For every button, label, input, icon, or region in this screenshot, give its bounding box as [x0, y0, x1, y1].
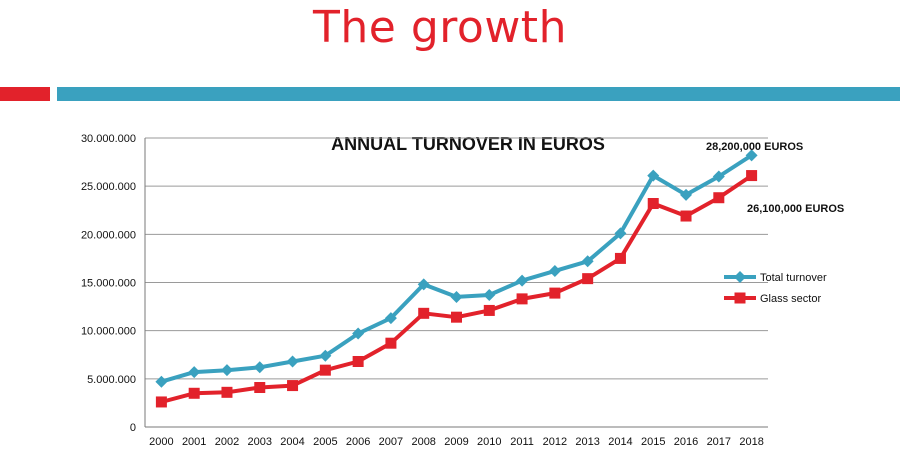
x-tick-label: 2015	[641, 436, 665, 448]
data-point	[647, 169, 660, 182]
x-tick-label: 2010	[477, 436, 501, 448]
data-point	[385, 337, 397, 349]
legend-label: Total turnover	[760, 272, 827, 284]
y-tick-label: 5.000.000	[87, 374, 136, 386]
data-point	[253, 361, 266, 374]
data-point	[548, 264, 561, 277]
y-tick-label: 0	[130, 422, 136, 434]
data-point	[254, 382, 266, 394]
series-markers	[155, 149, 758, 408]
slide-title: The growth	[313, 2, 567, 53]
header-accent-bar-blue	[57, 87, 900, 101]
data-point	[516, 274, 529, 287]
x-tick-label: 2018	[739, 436, 763, 448]
data-point	[582, 273, 594, 285]
data-point	[188, 387, 200, 399]
legend-marker	[734, 292, 746, 304]
data-point	[417, 278, 430, 291]
data-point	[451, 311, 462, 323]
data-point	[745, 149, 758, 162]
legend-marker	[734, 271, 746, 283]
data-point	[614, 227, 627, 240]
data-point	[155, 396, 167, 408]
data-point	[319, 364, 331, 376]
y-axis: 0 5.000.000 10.000.000 15.000.000 20.000.000…	[81, 133, 146, 434]
data-point	[352, 327, 365, 340]
x-tick-label: 2012	[543, 436, 567, 448]
data-point	[287, 380, 299, 392]
data-point	[516, 293, 528, 305]
data-point	[680, 210, 692, 222]
x-tick-label: 2004	[280, 436, 304, 448]
data-point	[319, 349, 332, 362]
data-point	[549, 287, 561, 299]
annotations: 28,200,000 EUROS 26,100,000 EUROS	[706, 141, 844, 215]
y-tick-label: 20.000.000	[81, 229, 136, 241]
data-point	[188, 366, 201, 379]
data-point	[746, 170, 758, 182]
data-point	[614, 252, 626, 264]
chart-title: ANNUAL TURNOVER IN EUROS	[331, 134, 605, 154]
x-tick-label: 2005	[313, 436, 337, 448]
header-accent-bar-red	[0, 87, 50, 101]
data-point	[286, 355, 299, 368]
data-point	[483, 304, 495, 316]
data-point	[352, 355, 364, 367]
data-point	[483, 289, 496, 302]
data-point	[450, 290, 463, 303]
x-tick-label: 2003	[248, 436, 272, 448]
data-point	[647, 198, 659, 210]
x-tick-label: 2007	[379, 436, 403, 448]
legend-label: Glass sector	[760, 293, 821, 305]
x-tick-label: 2006	[346, 436, 370, 448]
grid-lines	[145, 137, 768, 428]
data-point	[221, 386, 233, 398]
legend: Total turnover Glass sector	[724, 271, 827, 305]
data-point	[384, 312, 397, 325]
data-point	[155, 375, 168, 388]
x-tick-label: 2011	[510, 436, 534, 448]
x-axis: 2000 2001 2002 2003 2004 2005 2006 2007 2008 2009…	[145, 426, 768, 448]
x-tick-label: 2002	[215, 436, 239, 448]
y-tick-label: 15.000.000	[81, 278, 136, 290]
x-tick-label: 2009	[444, 436, 468, 448]
annotation-label: 26,100,000 EUROS	[747, 203, 844, 215]
x-tick-label: 2001	[182, 436, 206, 448]
x-tick-label: 2017	[707, 436, 731, 448]
data-point	[418, 307, 430, 319]
data-point	[220, 364, 233, 377]
series-line-total-turnover	[160, 153, 753, 384]
data-point	[713, 192, 725, 204]
data-point	[581, 255, 594, 268]
x-tick-label: 2000	[149, 436, 173, 448]
data-point	[712, 170, 725, 183]
x-tick-label: 2013	[575, 436, 599, 448]
y-tick-label: 30.000.000	[81, 133, 136, 145]
x-tick-label: 2016	[674, 436, 698, 448]
x-tick-label: 2014	[608, 436, 632, 448]
y-tick-label: 25.000.000	[81, 181, 136, 193]
series-lines	[160, 153, 753, 404]
data-point	[680, 188, 693, 201]
annotation-label: 28,200,000 EUROS	[706, 141, 803, 153]
y-tick-label: 10.000.000	[81, 326, 136, 338]
x-tick-label: 2008	[411, 436, 435, 448]
